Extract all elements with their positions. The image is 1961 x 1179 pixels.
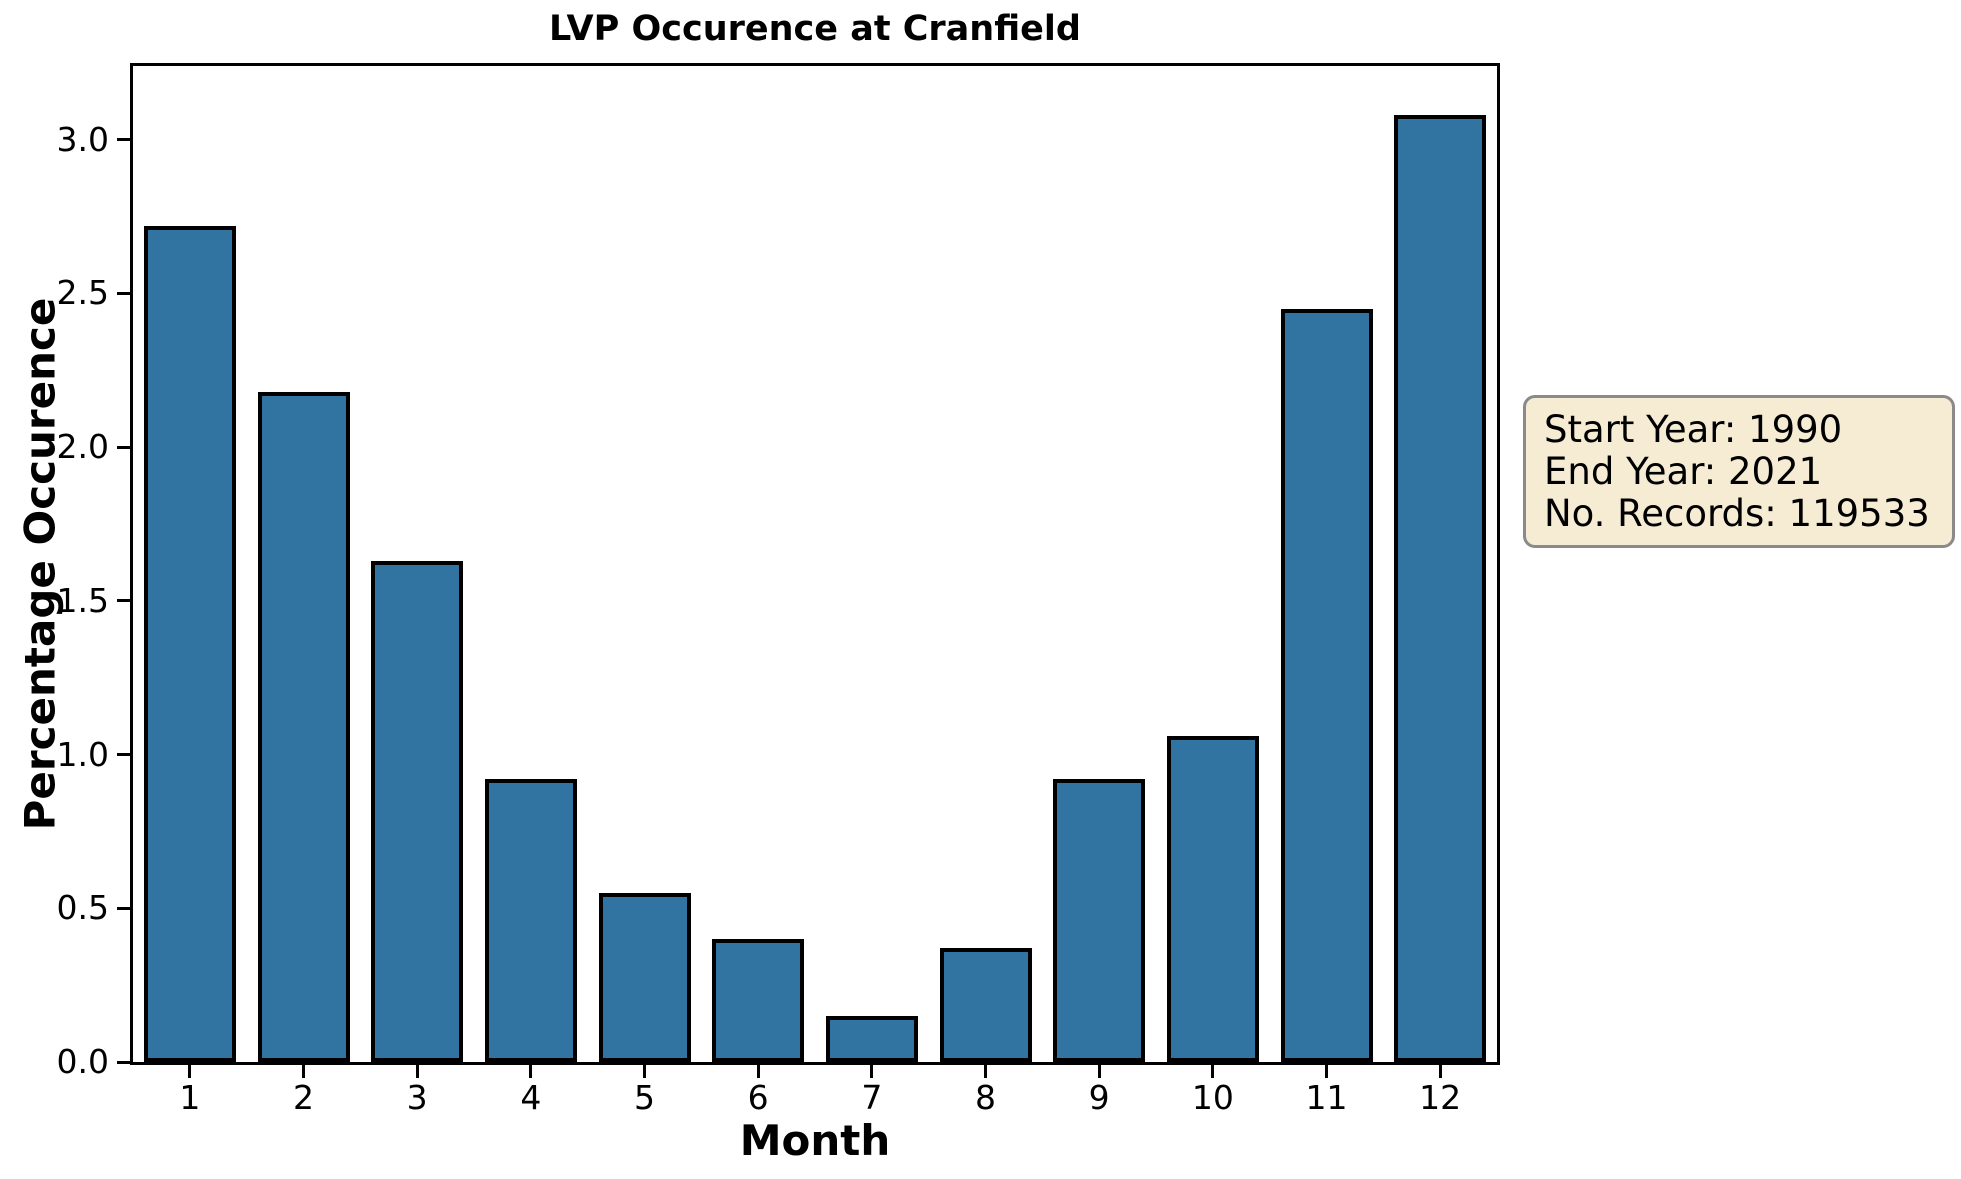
- y-tick-label-0: 0.0: [56, 1042, 109, 1081]
- bar-month-7: [825, 1015, 918, 1062]
- annotation-line-start-year: Start Year: 1990: [1544, 408, 1843, 451]
- bar-month-3: [371, 560, 464, 1062]
- x-tick-mark-2: [302, 1065, 305, 1078]
- bar-month-10: [1166, 736, 1259, 1062]
- x-tick-mark-1: [188, 1065, 192, 1078]
- x-tick-label-10: 10: [1191, 1078, 1234, 1117]
- annotation-line-end-year: End Year: 2021: [1544, 449, 1823, 493]
- x-tick-mark-9: [1097, 1065, 1101, 1078]
- y-axis-label: Percentage Occurence: [15, 297, 65, 831]
- x-tick-label-5: 5: [634, 1078, 655, 1117]
- x-tick-mark-7: [870, 1065, 874, 1078]
- plot-area: [130, 63, 1500, 1065]
- bar-month-4: [484, 779, 577, 1062]
- x-tick-label-8: 8: [975, 1078, 996, 1117]
- y-tick-label-2: 2.0: [56, 427, 109, 467]
- chart-title: LVP Occurence at Cranfield: [549, 9, 1081, 49]
- y-tick-mark-1: [117, 753, 130, 757]
- bar-month-1: [143, 225, 236, 1062]
- y-tick-label-3: 3.0: [56, 119, 109, 159]
- x-axis-label: Month: [739, 1116, 891, 1165]
- bar-month-6: [712, 939, 805, 1062]
- x-tick-label-11: 11: [1305, 1078, 1348, 1117]
- x-tick-mark-8: [984, 1065, 987, 1078]
- x-tick-label-3: 3: [406, 1078, 428, 1117]
- x-tick-label-6: 6: [747, 1078, 769, 1117]
- bar-month-5: [598, 892, 691, 1062]
- y-tick-mark-0.5: [117, 906, 130, 910]
- x-tick-mark-4: [529, 1065, 533, 1078]
- x-tick-label-9: 9: [1088, 1078, 1110, 1117]
- annotation-line-records: No. Records: 119533: [1544, 491, 1930, 535]
- bar-month-9: [1053, 779, 1146, 1062]
- x-tick-label-4: 4: [520, 1078, 542, 1117]
- y-tick-mark-3: [117, 138, 130, 142]
- y-tick-mark-0: [117, 1060, 130, 1064]
- y-tick-mark-2: [117, 445, 130, 449]
- bar-month-11: [1280, 308, 1373, 1062]
- bar-month-8: [939, 948, 1032, 1062]
- x-tick-label-1: 1: [179, 1078, 201, 1117]
- x-tick-mark-6: [756, 1065, 760, 1078]
- y-tick-mark-1.5: [117, 599, 130, 603]
- x-tick-label-2: 2: [293, 1078, 314, 1117]
- y-tick-mark-2.5: [117, 291, 130, 295]
- x-tick-mark-3: [415, 1065, 419, 1078]
- y-tick-label-1: 1.0: [56, 734, 109, 774]
- y-tick-label-1.5: 1.5: [56, 580, 109, 620]
- x-tick-mark-12: [1438, 1065, 1442, 1078]
- x-tick-mark-10: [1211, 1065, 1215, 1078]
- annotation-box: Start Year: 1990 End Year: 2021 No. Reco…: [1523, 395, 1955, 549]
- y-tick-label-0.5: 0.5: [56, 888, 109, 928]
- x-tick-label-7: 7: [861, 1078, 883, 1117]
- x-tick-label-12: 12: [1419, 1078, 1462, 1117]
- bar-month-2: [257, 391, 350, 1062]
- x-tick-mark-5: [643, 1065, 646, 1078]
- y-tick-label-2.5: 2.5: [56, 273, 109, 313]
- x-tick-mark-11: [1325, 1065, 1328, 1078]
- bar-month-12: [1394, 115, 1487, 1062]
